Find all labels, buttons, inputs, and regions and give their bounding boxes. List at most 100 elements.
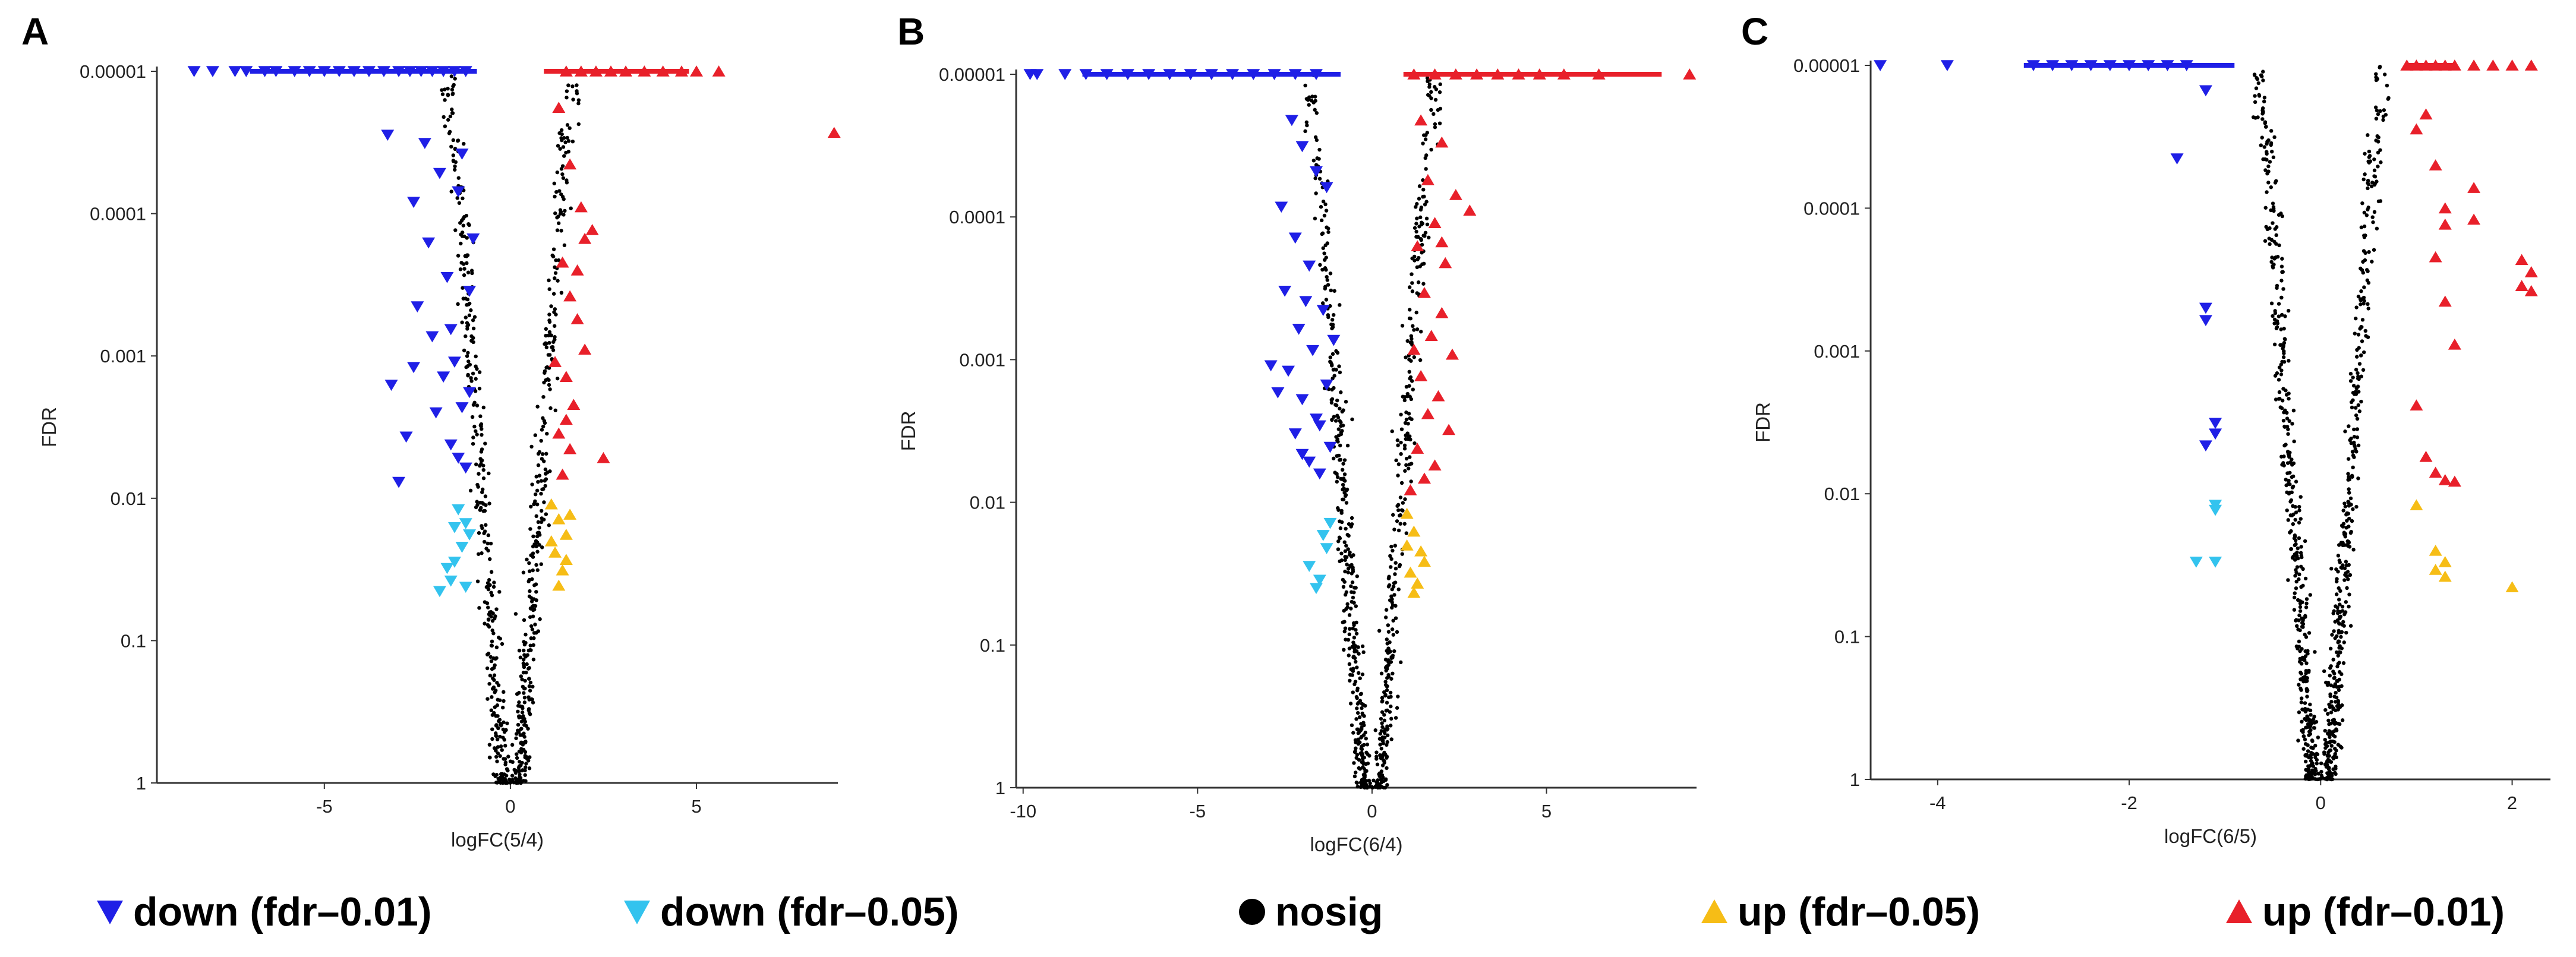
nosig-point bbox=[2340, 605, 2345, 609]
nosig-point bbox=[522, 618, 526, 623]
nosig-point bbox=[492, 673, 497, 677]
nosig-point bbox=[534, 563, 538, 567]
nosig-point bbox=[2351, 398, 2355, 402]
nosig-point bbox=[1333, 403, 1338, 407]
nosig-point bbox=[563, 140, 567, 144]
nosig-point bbox=[2280, 399, 2285, 403]
nosig-point bbox=[2334, 755, 2339, 760]
nosig-point bbox=[1317, 157, 1321, 161]
nosig-point bbox=[503, 777, 507, 781]
nosig-point bbox=[503, 744, 507, 748]
nosig-point bbox=[1438, 106, 1443, 111]
nosig-point bbox=[1314, 138, 1319, 143]
nosig-point bbox=[526, 695, 531, 699]
nosig-point bbox=[553, 194, 557, 199]
nosig-point bbox=[1385, 637, 1389, 642]
nosig-point bbox=[490, 713, 495, 717]
nosig-point bbox=[2271, 201, 2275, 206]
nosig-point bbox=[464, 315, 468, 320]
nosig-point bbox=[1418, 207, 1423, 212]
nosig-point bbox=[2316, 772, 2320, 776]
nosig-point bbox=[1332, 386, 1336, 390]
nosig-point bbox=[2300, 656, 2305, 661]
down-strong-point bbox=[1309, 413, 1323, 425]
up-strong-point bbox=[563, 158, 577, 170]
down-strong-point bbox=[1282, 365, 1295, 377]
nosig-point bbox=[459, 261, 464, 265]
nosig-point bbox=[1352, 601, 1356, 605]
nosig-point bbox=[2350, 450, 2355, 454]
nosig-point bbox=[2346, 577, 2350, 582]
nosig-point bbox=[1414, 235, 1418, 239]
nosig-point bbox=[2272, 342, 2277, 347]
nosig-point bbox=[522, 653, 526, 657]
y-tick-label: 1 bbox=[136, 773, 146, 794]
nosig-point bbox=[494, 754, 499, 759]
nosig-point bbox=[2271, 155, 2276, 159]
nosig-point bbox=[2259, 73, 2263, 77]
nosig-point bbox=[1438, 82, 1442, 87]
nosig-point bbox=[2275, 371, 2279, 375]
nosig-point bbox=[1326, 313, 1330, 317]
nosig-point bbox=[1358, 692, 1363, 696]
nosig-point bbox=[2362, 299, 2366, 303]
nosig-point bbox=[559, 167, 564, 171]
up-weak-point bbox=[556, 564, 569, 576]
down-strong-point bbox=[1295, 449, 1309, 460]
nosig-point bbox=[527, 666, 531, 670]
nosig-point bbox=[2304, 661, 2309, 665]
nosig-point bbox=[2283, 314, 2287, 318]
nosig-point bbox=[2329, 721, 2333, 726]
nosig-point bbox=[2301, 618, 2305, 623]
nosig-point bbox=[472, 400, 477, 405]
nosig-point bbox=[2333, 734, 2337, 739]
nosig-point bbox=[1362, 743, 1366, 747]
nosig-point bbox=[1343, 479, 1347, 483]
legend-label-up-strong: up (fdr–0.01) bbox=[2262, 889, 2505, 934]
up-strong-point bbox=[597, 451, 610, 463]
nosig-point bbox=[561, 145, 566, 149]
nosig-point bbox=[1408, 308, 1412, 312]
nosig-point bbox=[1380, 721, 1384, 725]
y-tick-label: 0.001 bbox=[959, 349, 1005, 370]
nosig-point bbox=[543, 467, 548, 472]
nosig-point bbox=[2298, 495, 2303, 499]
nosig-point bbox=[1405, 431, 1410, 435]
nosig-point bbox=[1347, 613, 1352, 617]
y-tick-label: 0.1 bbox=[121, 630, 146, 651]
nosig-point bbox=[2362, 235, 2367, 239]
nosig-point bbox=[2336, 609, 2340, 613]
nosig-point bbox=[528, 589, 532, 593]
nosig-point bbox=[555, 170, 560, 175]
nosig-point bbox=[543, 371, 547, 375]
y-tick-label: 0.01 bbox=[1824, 484, 1860, 504]
down-strong-point bbox=[1275, 201, 1288, 213]
nosig-point bbox=[449, 74, 454, 78]
nosig-point bbox=[469, 379, 474, 383]
nosig-point bbox=[1336, 453, 1341, 458]
nosig-point bbox=[1346, 547, 1350, 551]
nosig-point bbox=[2287, 359, 2291, 363]
up-strong-point bbox=[1439, 257, 1452, 269]
nosig-point bbox=[2293, 533, 2297, 538]
nosig-point bbox=[1323, 286, 1328, 291]
nosig-point bbox=[2279, 264, 2284, 269]
down-weak-point bbox=[447, 522, 461, 533]
nosig-point bbox=[1321, 199, 1326, 204]
nosig-point bbox=[2301, 708, 2306, 712]
nosig-point bbox=[548, 406, 553, 410]
nosig-point bbox=[496, 751, 500, 756]
nosig-point bbox=[535, 488, 540, 493]
nosig-point bbox=[2359, 374, 2363, 378]
nosig-point bbox=[1321, 246, 1325, 250]
nosig-point bbox=[2312, 715, 2316, 719]
up-strong-point bbox=[1421, 173, 1434, 185]
nosig-point bbox=[1357, 757, 1361, 762]
nosig-point bbox=[469, 269, 474, 273]
nosig-point bbox=[2268, 242, 2272, 247]
nosig-point bbox=[2311, 752, 2315, 756]
nosig-point bbox=[2297, 683, 2301, 687]
nosig-point bbox=[529, 624, 534, 628]
nosig-point bbox=[2298, 628, 2302, 633]
nosig-point bbox=[464, 334, 468, 339]
